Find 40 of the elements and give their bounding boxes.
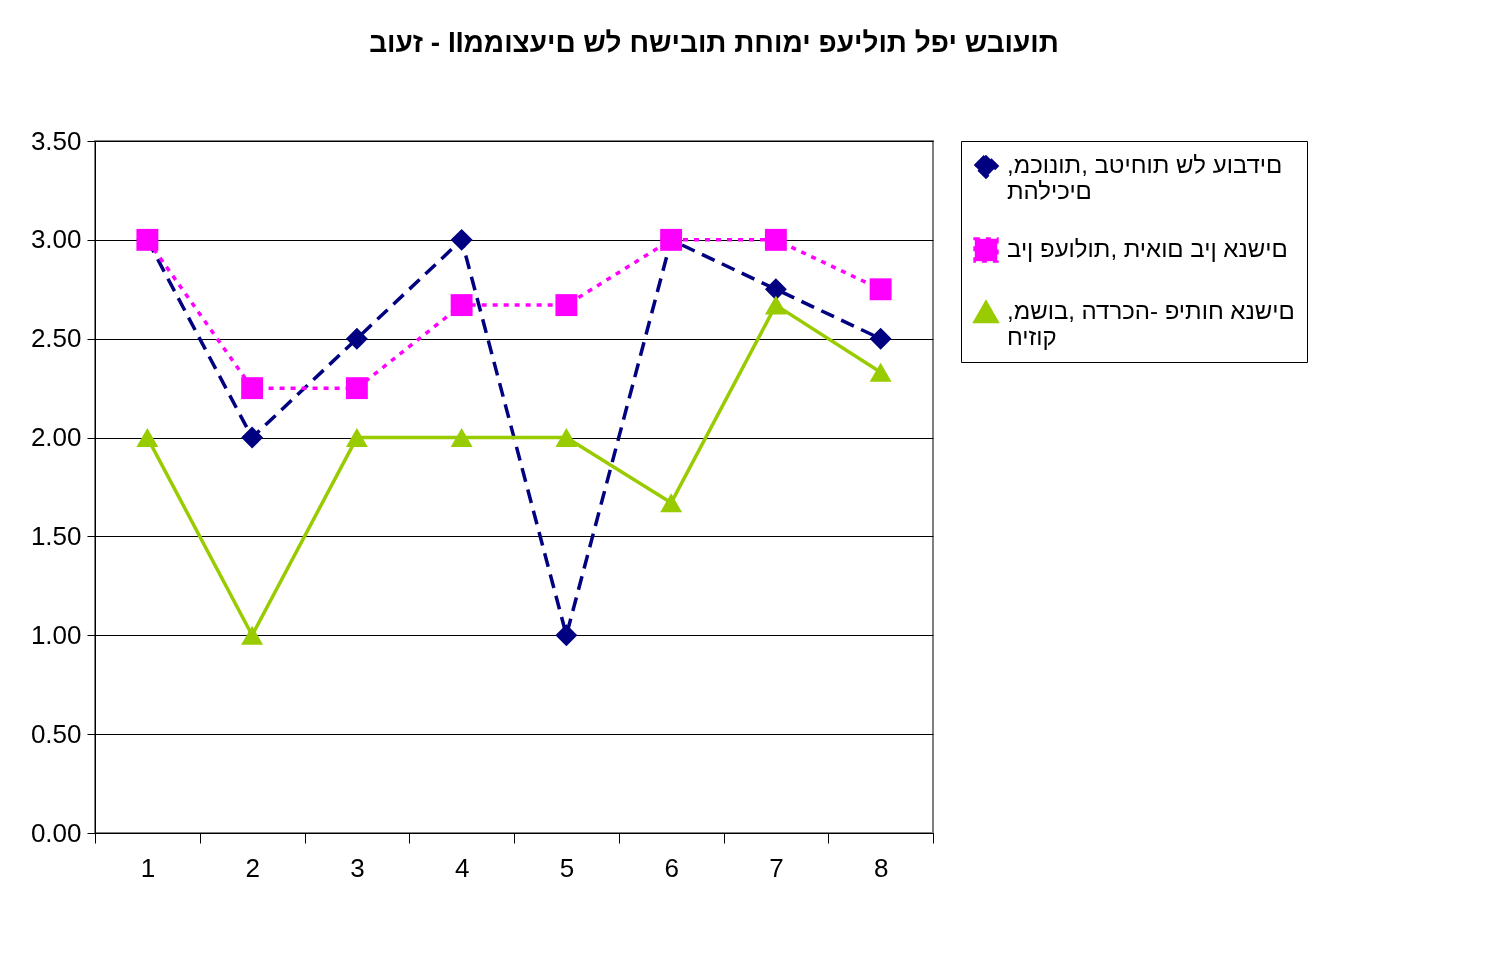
point [241,625,264,645]
point [869,278,892,301]
point [450,428,473,448]
point [869,362,892,382]
point [660,493,683,513]
y-tick-label: 0.00 [30,817,82,848]
point [241,377,264,400]
point [555,294,578,317]
point [869,327,892,350]
y-tick-label: 2.00 [30,422,82,453]
y-tick-label: 2.50 [30,323,82,354]
x-tick-label: 4 [454,852,470,883]
chart-title: תועובש יפל תוליעפ ימוחת תובישח לש םיעצוממll - זעוב [369,27,1059,58]
x-tick-label: 3 [350,852,365,883]
legend-label: םידבוע לש תוחיטב ,תונוכמ, םיכילהת [1007,151,1283,204]
point [345,428,368,448]
x-tick-label: 5 [559,852,575,883]
point [555,428,578,448]
x-tick-label: 1 [140,852,156,883]
y-tick-label: 3.00 [30,224,82,255]
point [450,228,473,251]
legend-label: םישנא חותיפ -הכרדה ,בושמ, קוזיח [1007,297,1295,350]
x-tick-label: 7 [769,852,784,883]
legend-label: םישנא ןיב םואית ,תולועפ ןיב [1007,235,1288,262]
point [450,294,473,317]
point [764,295,787,315]
x-tick-label: 8 [873,852,889,883]
y-tick-label: 0.50 [30,718,82,749]
x-tick-label: 6 [664,852,679,883]
x-tick-label: 2 [245,852,260,883]
point [764,228,787,251]
point [136,428,159,448]
y-tick-label: 3.50 [30,125,82,156]
point [764,278,787,301]
point [345,327,368,350]
point [345,377,368,400]
point [241,426,264,449]
y-tick-label: 1.00 [30,619,82,650]
point [555,624,578,647]
y-tick-label: 1.50 [30,520,82,551]
